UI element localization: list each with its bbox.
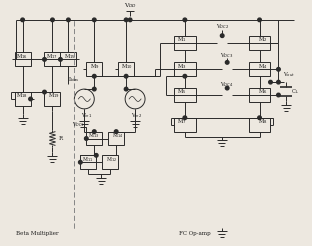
Bar	[45, 52, 61, 66]
Circle shape	[43, 90, 46, 94]
Bar	[86, 132, 102, 145]
Text: M$_2$: M$_2$	[258, 35, 267, 44]
Text: M$_9$: M$_9$	[90, 62, 100, 71]
Circle shape	[21, 18, 24, 22]
Text: V$_{DC1}$: V$_{DC1}$	[72, 120, 85, 129]
Bar	[80, 155, 96, 169]
Text: M$_{11}$: M$_{11}$	[82, 155, 93, 164]
Circle shape	[277, 67, 280, 71]
Circle shape	[128, 18, 132, 22]
Bar	[249, 88, 271, 102]
Text: M$_8$: M$_8$	[258, 117, 267, 126]
Circle shape	[225, 61, 229, 64]
Circle shape	[124, 75, 128, 78]
Text: M$_{15}$: M$_{15}$	[64, 52, 75, 61]
Text: V$_{DD}$: V$_{DD}$	[124, 1, 137, 11]
Bar	[249, 118, 271, 132]
Text: V$_{in2}$: V$_{in2}$	[131, 111, 143, 120]
Text: M$_4$: M$_4$	[258, 62, 267, 71]
Circle shape	[225, 86, 229, 90]
Circle shape	[92, 87, 96, 91]
Text: M$_1$: M$_1$	[177, 35, 187, 44]
Bar	[118, 62, 134, 76]
Text: M$_{10}$: M$_{10}$	[121, 62, 133, 71]
Text: R: R	[58, 136, 62, 141]
Bar	[45, 92, 61, 106]
Text: M$_{16}$: M$_{16}$	[16, 52, 27, 61]
Bar	[249, 36, 271, 49]
Text: M$_{13}$: M$_{13}$	[88, 131, 99, 140]
Text: M$_{12}$: M$_{12}$	[106, 155, 117, 164]
Text: FC Op-amp: FC Op-amp	[179, 231, 211, 236]
Text: C$_L$: C$_L$	[291, 87, 299, 96]
Bar	[174, 62, 196, 76]
Circle shape	[183, 75, 187, 78]
Bar	[108, 132, 124, 145]
Bar	[249, 62, 271, 76]
Text: V$_{DC3}$: V$_{DC3}$	[221, 51, 234, 60]
Circle shape	[85, 137, 88, 140]
Circle shape	[124, 87, 128, 91]
Circle shape	[29, 97, 32, 101]
Text: M$_5$: M$_5$	[177, 88, 187, 96]
Circle shape	[92, 130, 96, 133]
Bar	[174, 36, 196, 49]
Bar	[102, 155, 118, 169]
Circle shape	[183, 18, 187, 22]
Text: M$_{19}$: M$_{19}$	[47, 92, 59, 100]
Circle shape	[79, 160, 82, 164]
Text: Beta Multiplier: Beta Multiplier	[16, 231, 59, 236]
Text: M$_3$: M$_3$	[177, 62, 187, 71]
Circle shape	[92, 18, 96, 22]
Text: V$_{DC4}$: V$_{DC4}$	[221, 80, 234, 89]
Bar	[174, 88, 196, 102]
Bar	[15, 52, 31, 66]
Bar	[15, 92, 31, 106]
Text: M$_7$: M$_7$	[177, 117, 187, 126]
Bar	[86, 62, 102, 76]
Circle shape	[43, 58, 46, 61]
Bar	[174, 118, 196, 132]
Circle shape	[92, 75, 96, 78]
Circle shape	[258, 116, 261, 120]
Circle shape	[269, 80, 272, 84]
Text: I$_{bias}$: I$_{bias}$	[68, 75, 80, 84]
Circle shape	[277, 80, 280, 84]
Text: V$_{in1}$: V$_{in1}$	[81, 111, 92, 120]
Text: V$_{out}$: V$_{out}$	[283, 70, 295, 79]
Circle shape	[59, 58, 62, 61]
Bar	[61, 52, 76, 66]
Circle shape	[258, 18, 261, 22]
Circle shape	[66, 18, 70, 22]
Text: M$_6$: M$_6$	[258, 88, 267, 96]
Circle shape	[115, 130, 118, 133]
Text: M$_{14}$: M$_{14}$	[112, 131, 123, 140]
Circle shape	[95, 154, 98, 157]
Circle shape	[124, 18, 128, 22]
Circle shape	[277, 93, 280, 97]
Text: M$_{18}$: M$_{18}$	[16, 92, 27, 100]
Circle shape	[51, 18, 54, 22]
Text: M$_{17}$: M$_{17}$	[46, 52, 57, 61]
Text: V$_{DC2}$: V$_{DC2}$	[216, 22, 229, 31]
Circle shape	[220, 34, 224, 37]
Circle shape	[183, 116, 187, 120]
